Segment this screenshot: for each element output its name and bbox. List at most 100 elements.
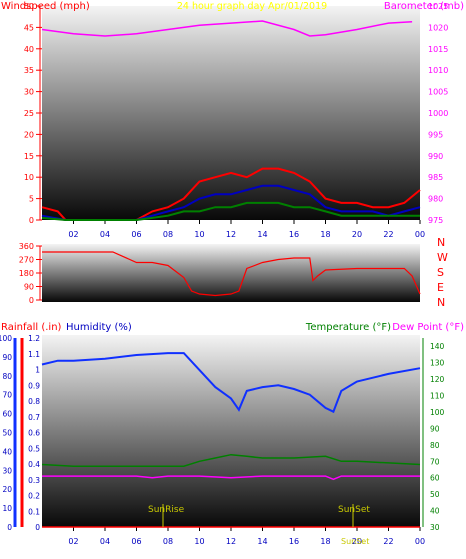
series-wind-speed (41, 184, 421, 221)
barometer-tick-label: 1000 (428, 109, 448, 118)
humidity-tick-label: 30 (2, 466, 12, 475)
humidity-tick-label: 60 (2, 410, 12, 419)
temperature-tick-label: 50 (430, 490, 440, 499)
rain-tick-label: 0.9 (28, 381, 40, 390)
wind-x-tick-label: 12 (226, 230, 236, 239)
rain-tick-label: 0.3 (28, 476, 40, 485)
direction-degree-ticks: 0 90 180 270 360 (19, 242, 42, 305)
wind-tick-label: 5 (29, 195, 34, 204)
temperature-tick-label: 110 (430, 392, 445, 401)
temperature-tick-label: 90 (430, 424, 440, 433)
direction-tick-label: 0 (29, 296, 34, 305)
wind-x-ticks: 02 04 06 08 10 12 14 16 18 20 22 00 (68, 220, 425, 239)
rain-tick-label: 0.8 (28, 397, 40, 406)
temperature-tick-label: 40 (430, 507, 440, 516)
windspeed-label: Windspeed (mph) (1, 1, 90, 12)
barometer-tick-label: 1010 (428, 66, 448, 75)
direction-tick-label: 180 (19, 269, 34, 278)
wind-x-tick-label: 08 (163, 230, 173, 239)
rain-tick-label: 0.2 (28, 492, 40, 501)
direction-panel-plot (42, 244, 420, 302)
barometer-tick-label: 990 (428, 152, 443, 161)
humidity-label: Humidity (%) (66, 322, 132, 333)
climate-panel-plot (42, 335, 420, 527)
barometer-axis-ticks: 975 980 985 990 995 1000 1005 1010 1015 1020 1025 (428, 2, 448, 225)
humidity-tick-label: 20 (2, 485, 12, 494)
wind-tick-label: 10 (24, 173, 34, 182)
climate-x-tick-label: 20 (352, 537, 362, 546)
series-temperature (41, 453, 421, 467)
humidity-tick-label: 90 (2, 353, 12, 362)
wind-x-tick-label: 10 (194, 230, 204, 239)
climate-x-tick-label: 16 (289, 537, 299, 546)
barometer-tick-label: 995 (428, 130, 443, 139)
compass-label: E (437, 281, 444, 294)
barometer-tick-label: 1015 (428, 45, 448, 54)
rain-tick-label: 0.4 (28, 460, 40, 469)
climate-x-tick-label: 18 (320, 537, 330, 546)
wind-x-tick-label: 00 (415, 230, 425, 239)
temperature-tick-label: 140 (430, 342, 445, 351)
temperature-tick-label: 130 (430, 359, 445, 368)
wind-x-tick-label: 18 (320, 230, 330, 239)
wind-tick-label: 45 (24, 23, 34, 32)
rain-tick-label: 0.1 (28, 507, 40, 516)
climate-x-ticks: 02 04 06 08 10 12 14 16 18 20 22 00 (68, 527, 425, 546)
climate-x-tick-label: 06 (131, 537, 141, 546)
humidity-tick-label: 70 (2, 391, 12, 400)
temperature-tick-label: 80 (430, 441, 440, 450)
barometer-label: Barometer (mb) (384, 1, 464, 12)
barometer-tick-label: 1025 (428, 2, 448, 11)
wind-panel-plot (42, 6, 420, 220)
barometer-tick-label: 1005 (428, 88, 448, 97)
series-wind-direction (42, 251, 421, 297)
humidity-tick-label: 100 (0, 334, 12, 343)
compass-label: S (437, 266, 444, 279)
temperature-axis-ticks: 30 40 50 60 70 80 90 100 110 120 130 140 (422, 338, 445, 532)
direction-tick-label: 90 (24, 283, 34, 292)
rain-tick-label: 1.1 (28, 350, 40, 359)
wind-x-tick-label: 06 (131, 230, 141, 239)
climate-x-tick-label: 10 (194, 537, 204, 546)
sunset-bottom-label: SunSet (341, 537, 369, 546)
temperature-tick-label: 70 (430, 457, 440, 466)
humidity-axis-ticks: 0 10 20 30 40 50 60 70 80 90 100 (0, 334, 17, 532)
wind-tick-label: 20 (24, 130, 34, 139)
rain-axis-ticks: 0 0.1 0.2 0.3 0.4 0.5 0.6 0.7 0.8 0.9 1 1.1 1.2 (20, 334, 40, 532)
sunset-label: SunSet (338, 505, 370, 515)
wind-series (41, 20, 421, 221)
direction-tick-label: 360 (19, 242, 34, 251)
wind-x-tick-label: 04 (100, 230, 110, 239)
humidity-tick-label: 10 (2, 504, 12, 513)
wind-tick-label: 35 (24, 66, 34, 75)
temperature-tick-label: 100 (430, 408, 445, 417)
humidity-tick-label: 50 (2, 429, 12, 438)
climate-series (41, 352, 421, 528)
rain-tick-label: 0.7 (28, 413, 40, 422)
climate-x-tick-label: 04 (100, 537, 110, 546)
climate-x-tick-label: 22 (383, 537, 393, 546)
series-dew-point (42, 475, 420, 481)
climate-x-tick-label: 00 (415, 537, 425, 546)
dew-point-label: Dew Point (°F) (392, 322, 464, 333)
direction-series (42, 251, 421, 297)
wind-axis-ticks: 0 5 10 15 20 25 30 35 40 45 50 (24, 2, 42, 225)
humidity-tick-label: 40 (2, 447, 12, 456)
wind-x-tick-label: 22 (383, 230, 393, 239)
series-wind-average (41, 201, 420, 221)
temperature-tick-label: 60 (430, 474, 440, 483)
rain-tick-label: 1 (35, 366, 40, 375)
series-humidity (41, 352, 421, 414)
temperature-label: Temperature (°F) (305, 322, 391, 333)
graph-title: 24 hour graph day Apr/01/2019 (177, 1, 327, 12)
compass-label: W (437, 251, 448, 264)
wind-tick-label: 50 (24, 2, 34, 11)
wind-tick-label: 15 (24, 152, 34, 161)
climate-x-tick-label: 14 (257, 537, 267, 546)
compass-label: N (437, 296, 445, 309)
barometer-tick-label: 975 (428, 216, 443, 225)
rain-tick-label: 1.2 (28, 334, 40, 343)
rain-tick-label: 0.6 (28, 429, 40, 438)
